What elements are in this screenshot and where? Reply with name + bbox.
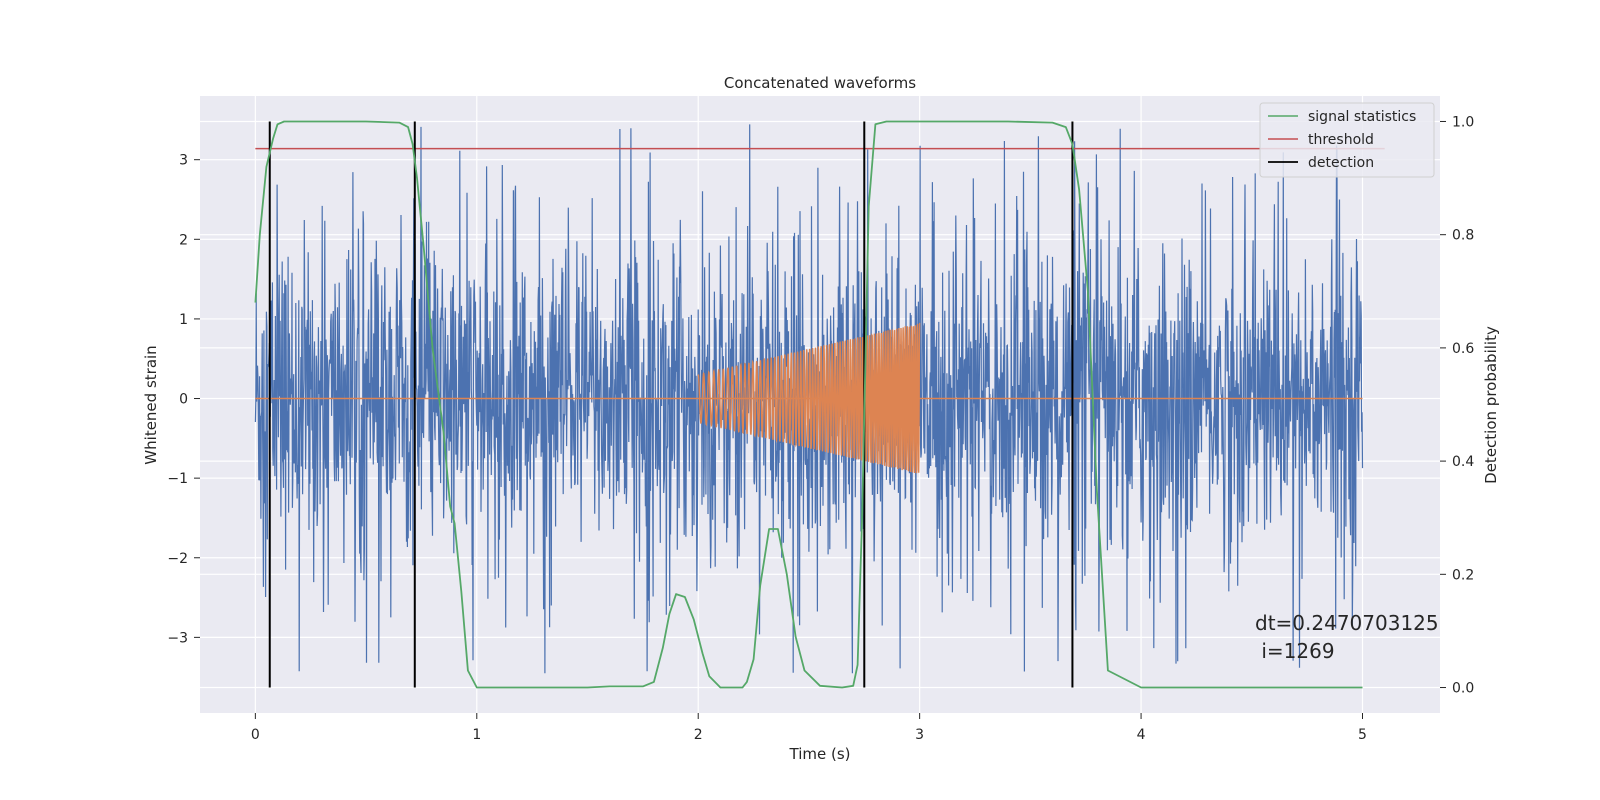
y2-tick-label: 0.6 [1452, 341, 1474, 357]
y-tick-label: −2 [167, 551, 188, 567]
y2-tick-label: 0.0 [1452, 681, 1474, 697]
chart-title: Concatenated waveforms [724, 74, 916, 92]
y-tick-label: −3 [167, 630, 188, 646]
signal-statistics-line [254, 120, 1363, 689]
y-tick-label: 0 [179, 392, 188, 408]
y2-axis-title: Detection probability [1482, 326, 1500, 484]
legend-label-threshold: threshold [1308, 132, 1374, 148]
y-tick-label: 1 [179, 312, 188, 328]
legend-label-signal-statistics: signal statistics [1308, 109, 1416, 125]
legend-box [1259, 102, 1435, 178]
y2-tick-label: 0.4 [1452, 454, 1474, 470]
legend-label-detection: detection [1308, 155, 1374, 171]
x-tick-label: 1 [472, 727, 481, 743]
y-tick-label: −1 [167, 471, 188, 487]
x-tick-label: 3 [915, 727, 924, 743]
x-tick-label: 4 [1137, 727, 1146, 743]
y2-tick-label: 1.0 [1452, 114, 1474, 130]
injected-chirp-line [697, 322, 921, 474]
x-tick-label: 2 [694, 727, 703, 743]
y-axis-title: Whitened strain [142, 345, 160, 464]
x-axis-title: Time (s) [789, 745, 851, 763]
whitened-strain-series [254, 124, 1364, 674]
dt-annotation: dt=0.2470703125 [1255, 611, 1439, 635]
y2-tick-label: 0.8 [1452, 228, 1474, 244]
signal-statistics-series [254, 120, 1363, 689]
axis-ticks: 0 1 2 3 4 5 −3 −2 −1 0 1 2 3 0.0 0.2 0.4 0.6 0.8 1.0 [167, 114, 1474, 743]
index-annotation: i=1269 [1255, 639, 1335, 663]
x-tick-label: 0 [251, 727, 260, 743]
y-tick-label: 3 [179, 153, 188, 169]
y-tick-label: 2 [179, 232, 188, 248]
whitened-strain-line [254, 124, 1364, 674]
x-tick-label: 5 [1358, 727, 1367, 743]
y2-tick-label: 0.2 [1452, 567, 1474, 583]
legend: signal statistics threshold detection [1259, 102, 1435, 178]
